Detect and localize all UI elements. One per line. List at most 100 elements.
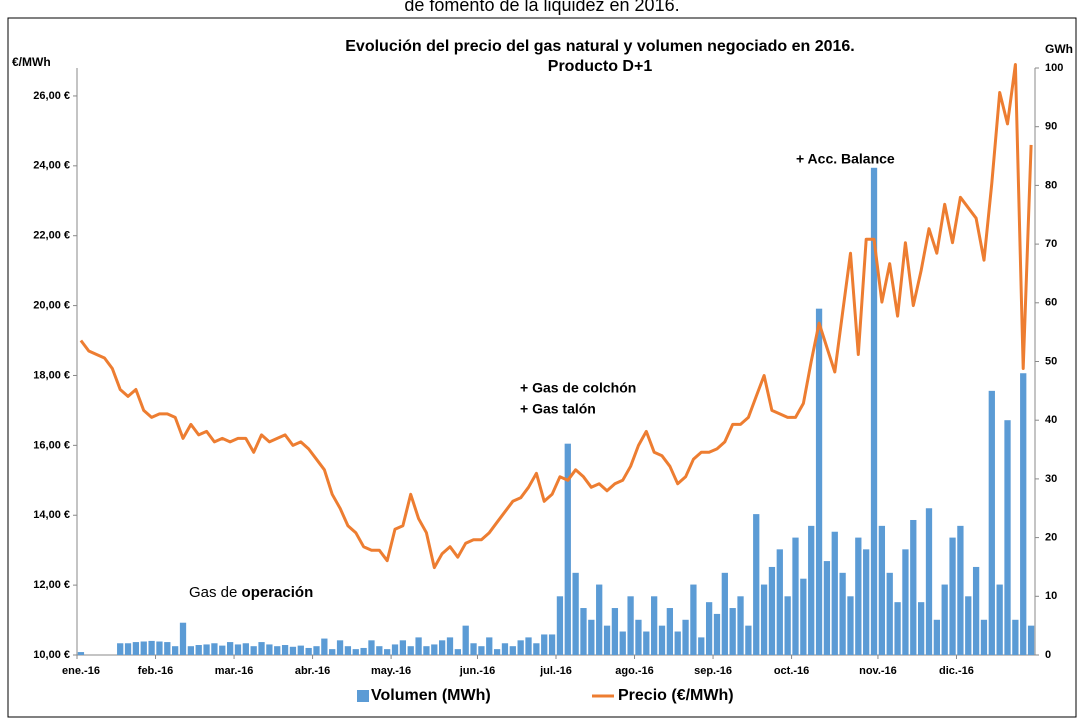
bar [533,643,540,655]
bar [886,572,893,655]
x-tick-label: nov.-16 [859,665,897,677]
bar [250,646,257,655]
bar [234,644,242,655]
bar [415,637,422,655]
bar [815,308,823,655]
bar [917,602,925,655]
bar [172,646,179,655]
bar [1012,619,1019,655]
bar [556,596,564,655]
bar [753,514,760,655]
legend-label: Precio (€/MWh) [618,687,734,704]
y2-tick-label: 20 [1045,532,1057,544]
bar [910,519,917,655]
bar [376,646,383,655]
bar [713,613,721,655]
bar [438,640,446,655]
bar [164,642,171,655]
bar [407,646,414,655]
bar [187,646,195,655]
bar [423,646,430,655]
bar [863,549,870,655]
bar [305,647,312,655]
y2-tick-label: 50 [1045,355,1057,367]
bar [454,649,461,655]
bar [839,572,846,655]
y2-tick-label: 40 [1045,414,1057,426]
bar [1020,373,1027,655]
price-line [79,63,1033,570]
bar [690,584,697,655]
chart-frame [7,17,1077,718]
y2-tick-label: 100 [1045,62,1063,74]
bar [462,625,469,655]
bar [666,608,674,655]
bar [611,608,619,655]
legend-swatch [357,690,369,702]
bar [823,561,831,655]
bar [541,634,548,655]
y-tick-label: 16,00 € [33,439,70,451]
bar [682,619,689,655]
caption: de fomento de la liquidez en 2016. [404,0,679,15]
bar [266,644,273,655]
y-tick-label: 22,00 € [33,230,70,242]
bar [737,596,744,655]
y-tick-label: 24,00 € [33,160,70,172]
chart-title: Evolución del precio del gas natural y v… [345,38,854,55]
x-tick-label: sep.-16 [694,665,732,677]
x-tick-label: jun.-16 [459,665,495,677]
x-tick-label: abr.-16 [295,665,330,677]
bar [808,525,815,655]
bar [588,619,595,655]
bar [619,631,626,655]
bar [517,640,524,655]
bar [313,646,320,655]
bar [580,608,587,655]
bar [996,584,1003,655]
bar [902,549,909,655]
bar [501,643,509,655]
y-tick-label: 26,00 € [33,90,70,102]
bar [344,646,352,655]
bar [486,637,493,655]
bar [329,649,336,655]
bar [399,640,407,655]
bar [360,647,367,655]
bar [384,649,391,655]
bar [203,644,210,655]
y-tick-label: 10,00 € [33,649,70,661]
x-tick-label: jul.-16 [539,665,572,677]
bar [1027,625,1035,655]
bar [698,637,705,655]
bar [297,645,304,655]
y2-tick-label: 10 [1045,590,1057,602]
legend-label: Volumen (MWh) [371,687,491,704]
bar [132,642,140,655]
y2-axis-label: GWh [1045,42,1073,56]
annotation: + Gas talón [520,401,596,417]
bar [949,537,956,655]
bar [525,637,532,655]
x-tick-label: oct.-16 [774,665,809,677]
bar [965,596,972,655]
bar [894,602,901,655]
bar [478,646,485,655]
bar [156,641,163,655]
bar [321,638,328,655]
y2-tick-label: 80 [1045,179,1057,191]
y-tick-label: 12,00 € [33,579,70,591]
x-tick-label: ene.-16 [62,665,100,677]
bar [179,622,187,655]
bar [988,390,995,655]
annotation-bold: operación [242,584,314,601]
bar [195,645,202,655]
bar [674,631,681,655]
bar [933,619,940,655]
bar [470,643,477,655]
x-tick-label: ago.-16 [615,665,654,677]
bar [658,625,666,655]
y-tick-label: 18,00 € [33,369,70,381]
y-axis-label: €/MWh [12,55,51,69]
bar [336,640,344,655]
